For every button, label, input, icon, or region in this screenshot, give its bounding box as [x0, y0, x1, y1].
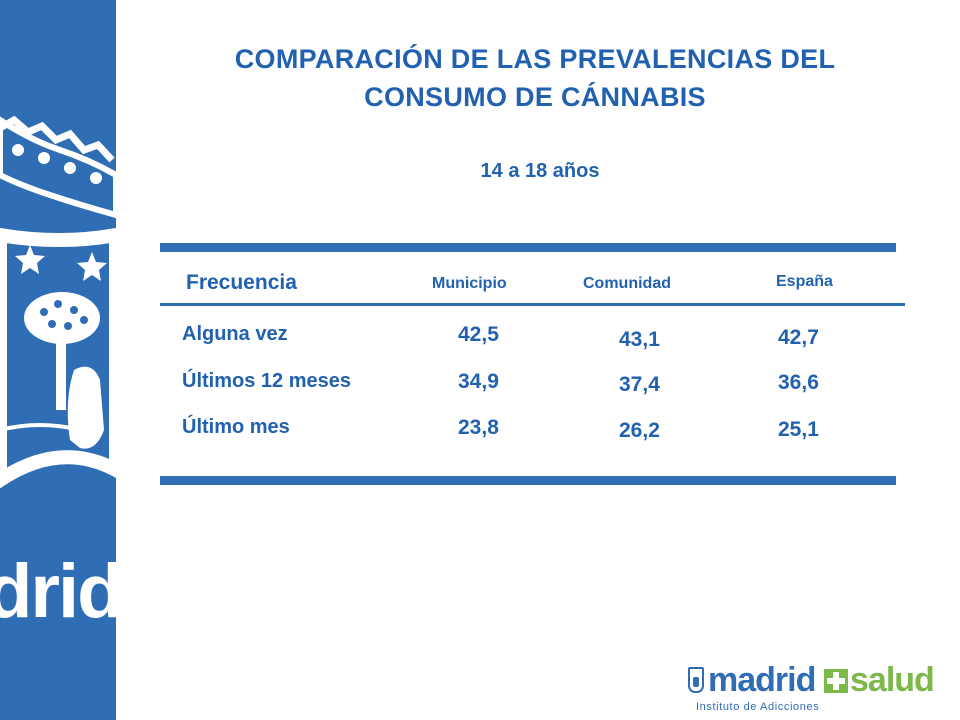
cell-spain: 25,1 [778, 418, 819, 441]
header-municipality: Municipio [432, 275, 507, 292]
table-bottom-rule [160, 476, 896, 485]
crest-icon [688, 667, 704, 693]
cell-spain: 42,7 [778, 326, 819, 349]
page-subtitle: 14 a 18 años [480, 160, 600, 182]
cell-municipality: 42,5 [458, 323, 499, 346]
header-spain: España [776, 273, 833, 290]
health-cross-icon [824, 669, 848, 693]
logo-word-salud: salud [850, 661, 935, 699]
row-label-ultimo-mes: Último mes [182, 416, 290, 438]
table-top-rule [160, 243, 896, 252]
header-community: Comunidad [583, 275, 671, 292]
cell-municipality: 34,9 [458, 370, 499, 393]
cell-community: 37,4 [619, 373, 660, 396]
logo-subtitle: Instituto de Adicciones [696, 701, 820, 713]
logo-word-madrid: madrid [708, 661, 816, 699]
header-underline [160, 303, 905, 306]
title-line-2: CONSUMO DE CÁNNABIS [364, 82, 706, 112]
madrid-salud-logo: madrid salud Instituto de Adicciones [688, 661, 950, 719]
row-label-ultimos-12-meses: Últimos 12 meses [182, 370, 351, 392]
header-frequency: Frecuencia [186, 271, 297, 294]
coat-of-arms-icon [0, 115, 116, 489]
cell-municipality: 23,8 [458, 416, 499, 439]
title-line-1: COMPARACIÓN DE LAS PREVALENCIAS DEL [234, 44, 836, 74]
cell-community: 26,2 [619, 419, 660, 442]
cell-community: 43,1 [619, 328, 660, 351]
row-label-alguna-vez: Alguna vez [182, 323, 288, 345]
cell-spain: 36,6 [778, 371, 819, 394]
page-title: COMPARACIÓN DE LAS PREVALENCIAS DEL CONS… [120, 40, 950, 116]
sidebar-coat-of-arms: drid [0, 0, 116, 720]
sidebar-watermark: drid [0, 549, 116, 634]
